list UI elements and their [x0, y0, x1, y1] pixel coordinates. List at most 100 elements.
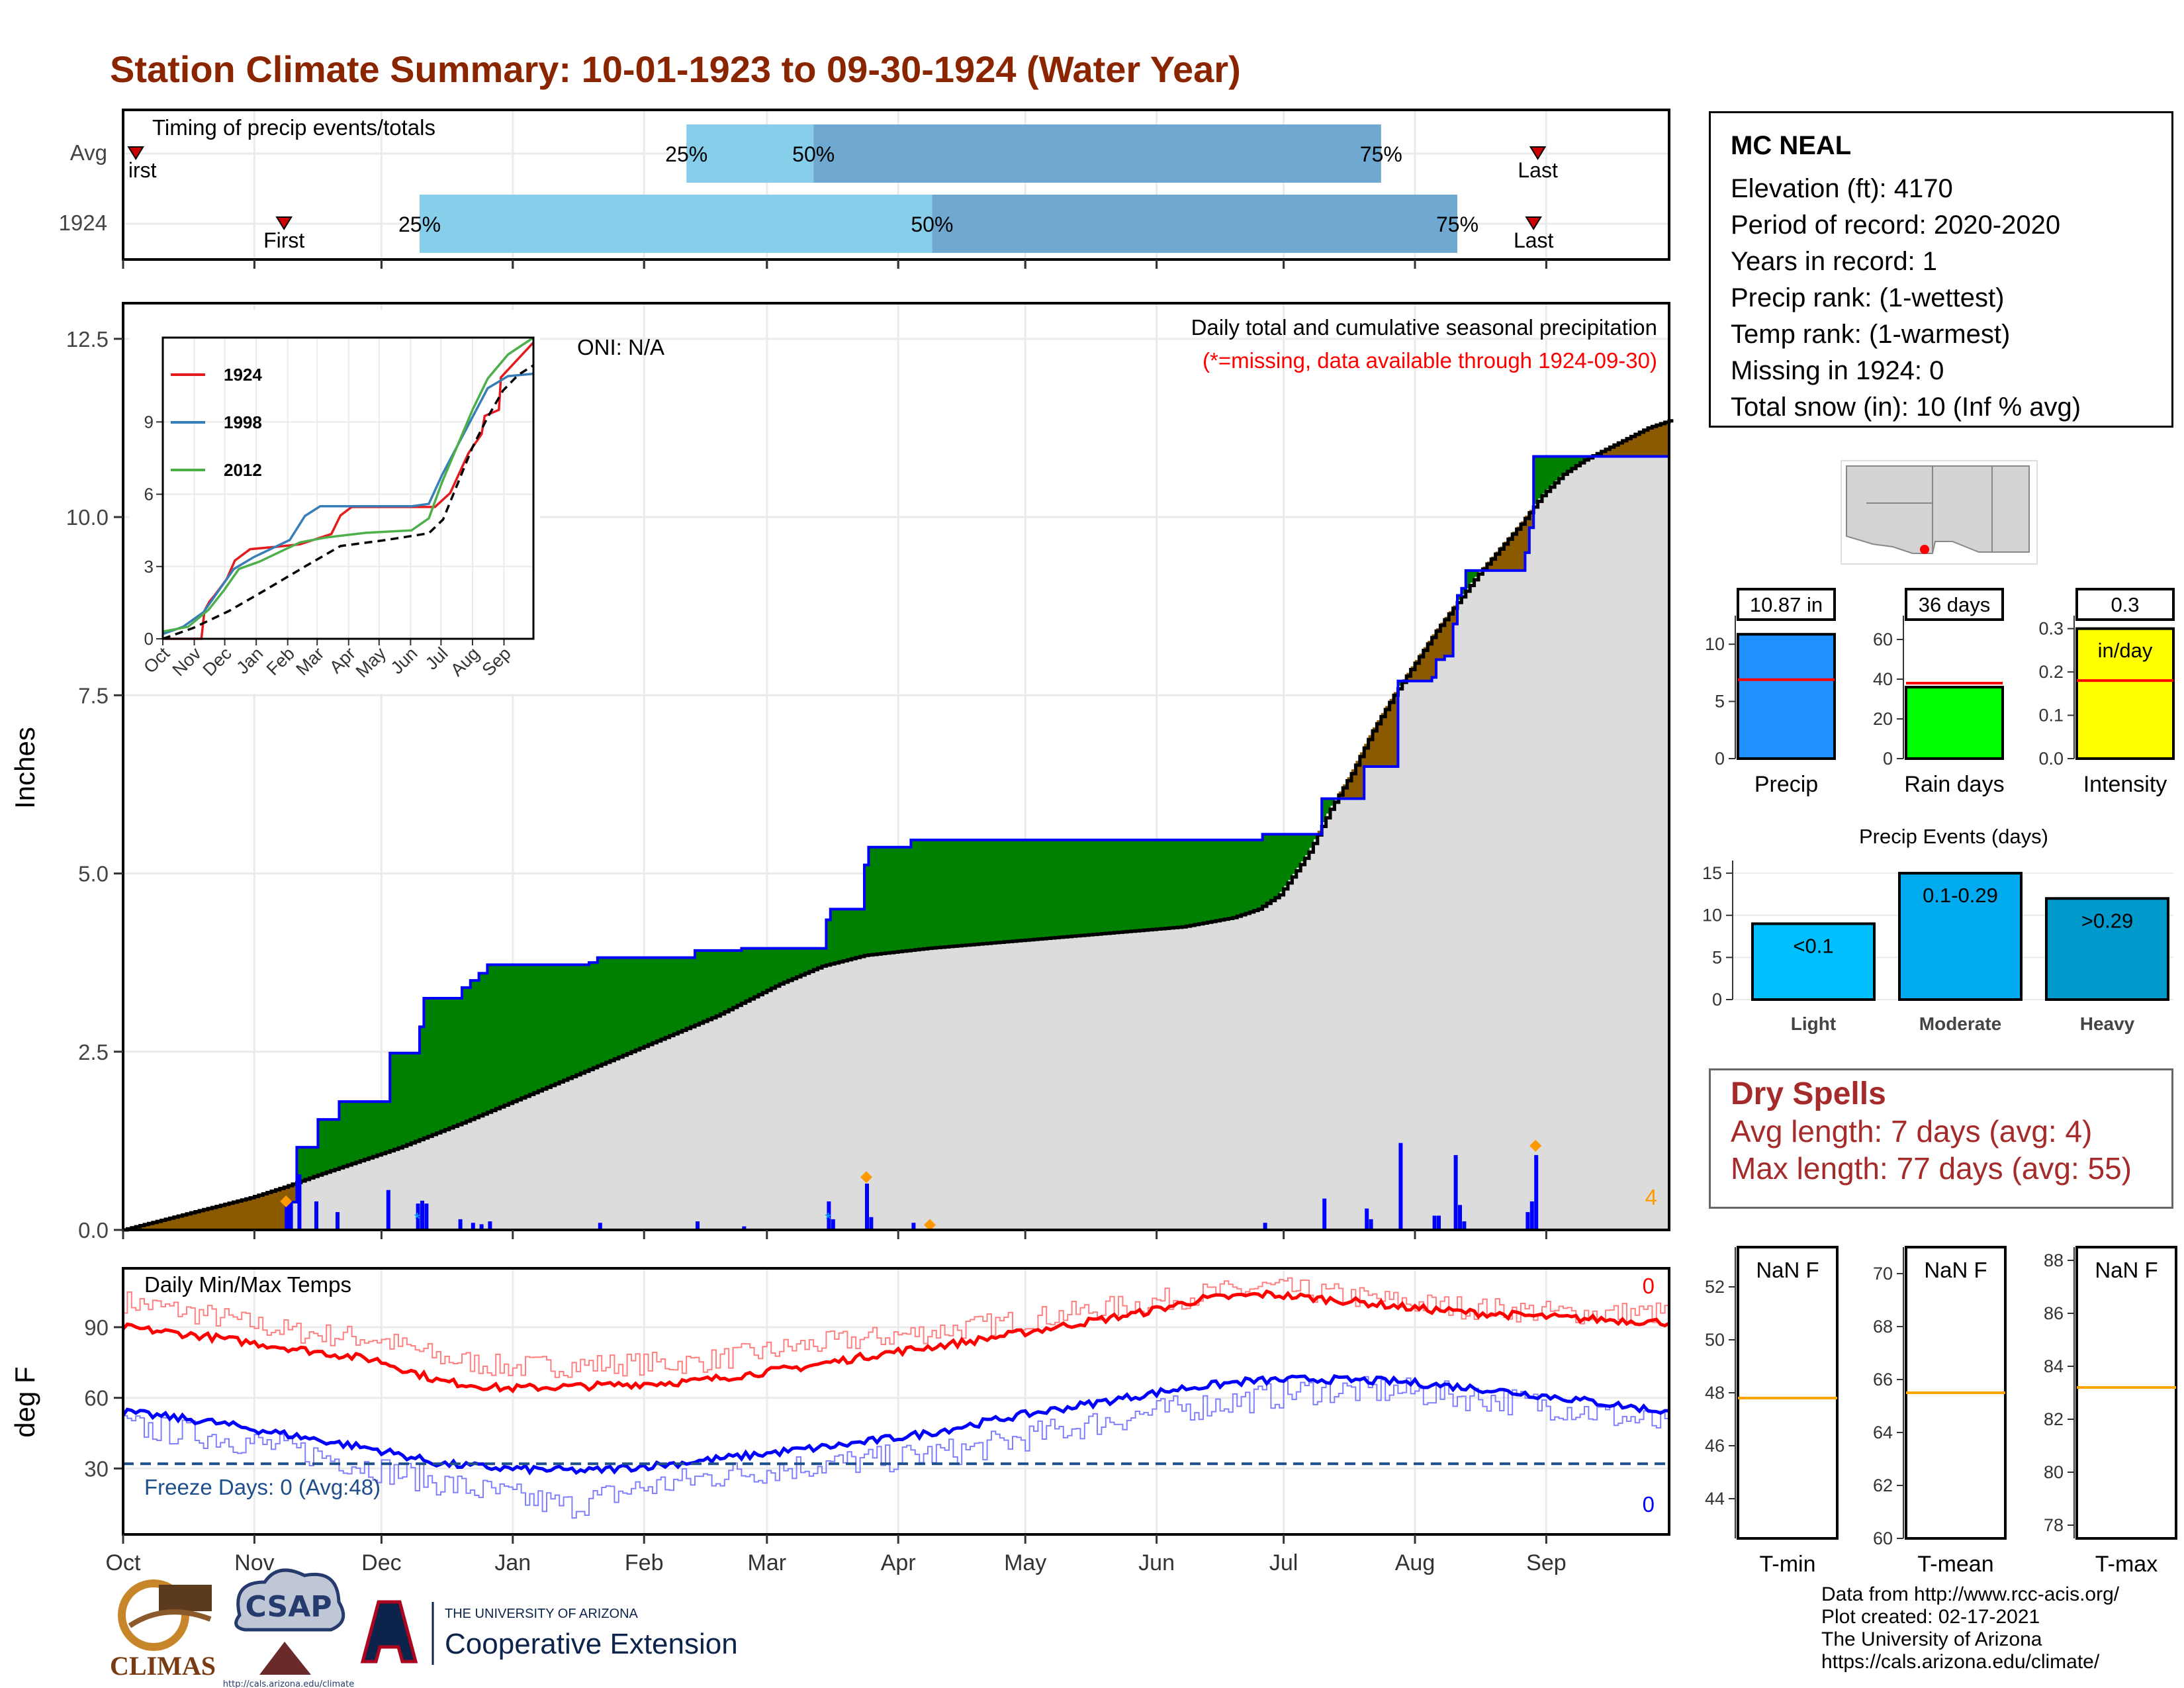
events-bar-label: <0.1 [1793, 934, 1833, 957]
temp-y-label: deg F [9, 1366, 40, 1437]
above-normal-area [1089, 839, 1094, 935]
below-normal-area [1343, 784, 1348, 799]
temperature-summary-charts: 44 46 48 50 52 NaN F T-min 60 62 64 66 68 70 NaN F T-m… [1705, 1246, 2177, 1577]
above-normal-area [1110, 839, 1115, 933]
above-normal-area [856, 909, 861, 957]
above-normal-area [745, 948, 751, 1000]
below-normal-area [1355, 761, 1361, 799]
temp-summary-box [2075, 1246, 2177, 1540]
above-normal-area [1216, 839, 1221, 921]
above-normal-area [1199, 839, 1204, 924]
below-normal-area [199, 1210, 205, 1230]
above-normal-area [424, 998, 429, 1137]
above-normal-area [449, 998, 454, 1127]
temp-summary-value: NaN F [1924, 1258, 1987, 1282]
above-normal-area [1283, 834, 1289, 886]
csap-text: CSAP [245, 1590, 332, 1624]
daily-precip-bar [1529, 1201, 1534, 1230]
above-normal-area [860, 909, 865, 957]
main-y-label: Inches [9, 727, 40, 809]
inset-y-tick-label: 9 [144, 412, 154, 432]
above-normal-area [1177, 839, 1183, 927]
below-normal-area [1516, 526, 1522, 571]
above-normal-area [1114, 839, 1119, 933]
below-normal-area [165, 1219, 170, 1230]
temp-frame [122, 1267, 1670, 1536]
below-normal-area [1639, 431, 1645, 457]
above-normal-area [775, 948, 780, 986]
below-normal-area [224, 1203, 230, 1230]
above-normal-area [720, 950, 725, 1013]
below-normal-area [1643, 429, 1649, 457]
above-normal-area [1063, 839, 1068, 937]
daily-precip-bar [420, 1200, 424, 1230]
below-normal-area [263, 1193, 268, 1230]
events-bar [1751, 922, 1876, 1002]
below-normal-area [1377, 720, 1382, 767]
above-normal-area [809, 948, 814, 971]
quartile-label-75: 75% [1436, 212, 1479, 236]
main-annotation: Daily total and cumulative seasonal prec… [1191, 315, 1657, 340]
credit-line: The University of Arizona [1821, 1628, 2042, 1650]
below-normal-area [157, 1221, 162, 1230]
oni-label: ONI: N/A [577, 335, 664, 359]
above-normal-area [1097, 839, 1102, 934]
daily-precip-bar [1534, 1154, 1539, 1230]
below-normal-area [144, 1224, 149, 1230]
daily-precip-bar [869, 1217, 874, 1230]
above-normal-area [1038, 839, 1043, 939]
above-normal-area [780, 948, 784, 984]
above-normal-area [1279, 834, 1285, 892]
above-normal-area [660, 957, 666, 1039]
above-normal-area [729, 950, 734, 1009]
above-normal-area [1008, 839, 1013, 942]
above-normal-area [1161, 839, 1165, 929]
above-normal-area [766, 948, 772, 990]
station-temp-rank: Temp rank: (1-warmest) [1731, 320, 2011, 349]
above-normal-area [339, 1102, 344, 1168]
below-normal-area [288, 1184, 293, 1202]
above-normal-area [1093, 839, 1098, 935]
quartile-bar-25-50 [686, 124, 814, 183]
above-normal-area [1190, 839, 1195, 925]
above-normal-area [724, 950, 729, 1011]
above-normal-area [1246, 839, 1250, 913]
above-normal-area [1275, 834, 1280, 896]
above-normal-area [1580, 456, 1585, 462]
above-normal-area [864, 865, 869, 956]
climas-text: CLIMAS [110, 1651, 216, 1681]
below-normal-area [1440, 622, 1445, 660]
mini-y-tick-label: 20 [1873, 709, 1893, 729]
above-normal-area [686, 957, 692, 1028]
station-snow: Total snow (in): 10 (Inf % avg) [1731, 393, 2081, 422]
above-normal-area [1576, 456, 1581, 465]
mini-x-label: Intensity [2083, 772, 2167, 797]
events-x-label: Light [1791, 1013, 1836, 1034]
daily-precip-bars [285, 1143, 1539, 1230]
below-normal-area [1389, 698, 1394, 767]
below-normal-area [1364, 743, 1369, 767]
above-normal-area [966, 839, 971, 945]
ua-logo: THE UNIVERSITY OF ARIZONA Cooperative Ex… [360, 1600, 738, 1665]
above-normal-area [1042, 839, 1047, 939]
main-y-tick-label: 7.5 [78, 683, 109, 708]
above-normal-area [1537, 456, 1543, 499]
above-normal-area [936, 839, 941, 948]
inset-y-tick-label: 6 [144, 485, 154, 504]
above-normal-area [381, 1102, 387, 1153]
above-normal-area [1555, 456, 1560, 481]
locator-map [1841, 460, 2038, 565]
temp-y-tick-label: 30 [84, 1456, 109, 1481]
above-normal-area [653, 957, 657, 1042]
above-normal-area [614, 957, 619, 1058]
above-normal-area [754, 948, 759, 996]
main-areas [123, 419, 1674, 1232]
mini-y-tick-label: 0.3 [2038, 619, 2064, 639]
last-event-marker [1529, 146, 1547, 160]
main-frame [122, 302, 1670, 1231]
below-normal-area [1618, 442, 1623, 457]
above-normal-area [326, 1119, 332, 1172]
quartile-label-50: 50% [792, 142, 835, 166]
missing-markers: * * [280, 1139, 1542, 1231]
above-normal-area [318, 1119, 323, 1174]
